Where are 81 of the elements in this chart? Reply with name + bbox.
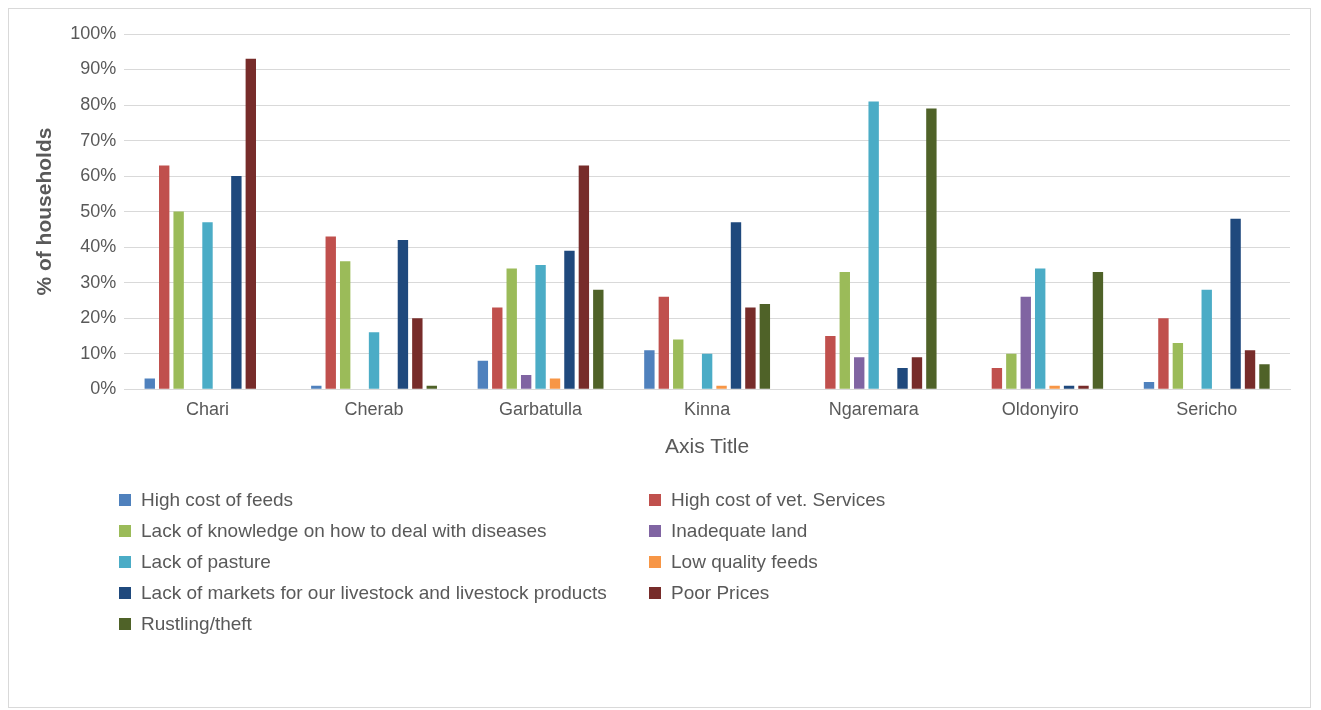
bar <box>1063 385 1075 389</box>
bar <box>245 58 256 389</box>
legend-label: Lack of knowledge on how to deal with diseases <box>141 520 547 542</box>
bar <box>159 165 170 389</box>
bar <box>1049 385 1060 389</box>
x-tick-label: Kinna <box>684 398 732 419</box>
bar <box>991 367 1003 389</box>
bar <box>745 307 756 389</box>
y-tick-label: 60% <box>80 165 117 186</box>
bar <box>897 367 908 389</box>
y-tick-label: 70% <box>80 129 117 150</box>
bar <box>311 385 322 389</box>
bar <box>911 357 923 389</box>
bar <box>173 211 184 389</box>
bar <box>412 318 423 389</box>
legend-label: Inadequate land <box>671 520 808 542</box>
bar <box>759 303 771 389</box>
bar <box>658 296 670 389</box>
y-tick-label: 0% <box>90 378 117 399</box>
bar <box>325 236 336 389</box>
bar <box>549 378 561 389</box>
bar <box>1201 289 1212 389</box>
legend-label: Rustling/theft <box>141 613 252 635</box>
bar <box>1092 271 1104 389</box>
bar <box>578 165 590 389</box>
bar <box>1158 318 1169 389</box>
bar <box>1172 343 1184 389</box>
bar <box>1143 382 1155 389</box>
y-tick-label: 10% <box>80 342 117 363</box>
legend-label: High cost of vet. Services <box>671 489 886 511</box>
bar <box>506 268 517 389</box>
bar <box>644 350 655 389</box>
x-tick-label: Sericho <box>1176 398 1238 419</box>
legend-label: High cost of feeds <box>141 489 294 511</box>
bar <box>825 335 836 389</box>
y-tick-label: 20% <box>80 307 117 328</box>
bar <box>1259 364 1270 389</box>
y-tick-label: 90% <box>80 58 117 79</box>
x-tick-label: Chari <box>186 398 230 419</box>
x-tick-label: Cherab <box>344 398 404 419</box>
y-tick-label: 80% <box>80 94 117 115</box>
bar <box>1020 296 1031 389</box>
bar <box>730 222 742 389</box>
legend-label: Poor Prices <box>671 582 770 604</box>
bar <box>839 271 850 389</box>
bar <box>477 360 489 389</box>
bar <box>492 307 503 389</box>
bar <box>368 332 380 389</box>
bar <box>564 250 575 389</box>
x-axis-title: Axis Title <box>665 434 750 458</box>
x-tick-label: Garbatulla <box>499 398 584 419</box>
y-tick-label: 40% <box>80 236 117 257</box>
bar <box>426 385 437 389</box>
bar <box>231 176 242 389</box>
bar <box>397 240 409 389</box>
y-tick-label: 100% <box>70 22 117 43</box>
bar <box>1006 353 1017 389</box>
bar <box>673 339 684 389</box>
bar <box>1035 268 1046 389</box>
bar <box>144 378 155 389</box>
bar <box>1230 218 1241 389</box>
bar <box>1244 350 1256 389</box>
bar <box>1078 385 1089 389</box>
bar <box>868 101 879 389</box>
bar <box>535 264 546 389</box>
x-tick-label: Ngaremara <box>828 398 920 419</box>
y-axis-title: % of households <box>32 127 56 296</box>
bar <box>520 374 532 389</box>
y-tick-label: 50% <box>80 200 117 221</box>
bar <box>593 289 604 389</box>
bar <box>716 385 727 389</box>
legend-label: Low quality feeds <box>671 551 818 573</box>
bar <box>854 357 865 389</box>
x-tick-label: Oldonyiro <box>1001 398 1079 419</box>
legend-label: Lack of markets for our livestock and livestock products <box>141 582 607 604</box>
bar <box>339 261 351 389</box>
bar <box>202 222 213 389</box>
legend-label: Lack of pasture <box>141 551 271 573</box>
y-tick-label: 30% <box>80 271 117 292</box>
bar <box>926 108 937 389</box>
bar <box>701 353 713 389</box>
